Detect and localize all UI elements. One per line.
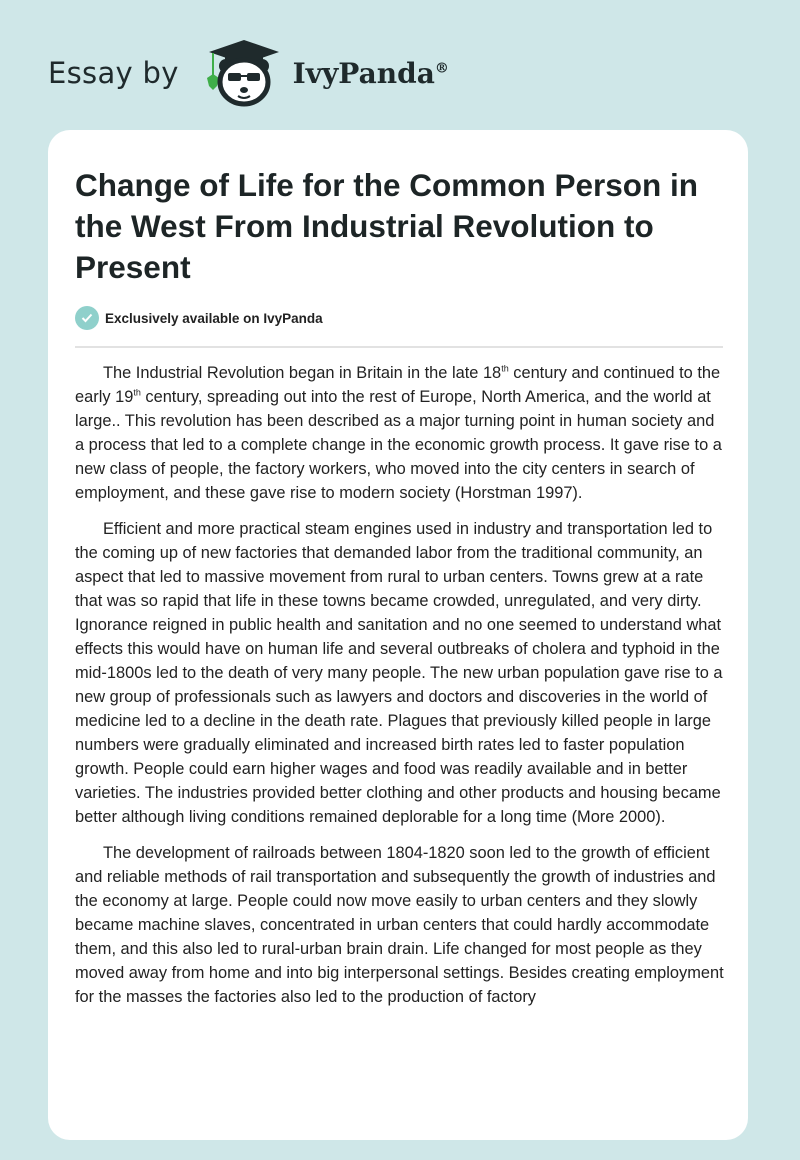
paragraph: The Industrial Revolution began in Brita… <box>75 363 722 502</box>
badge-text: Exclusively available on IvyPanda <box>105 310 323 326</box>
essay-body: The Industrial Revolution began in Brita… <box>75 361 727 1021</box>
exclusive-badge: Exclusively available on IvyPanda <box>75 306 323 330</box>
brand-name[interactable]: IvyPanda® <box>292 56 449 90</box>
essay-title: Change of Life for the Common Person in … <box>75 167 699 285</box>
essay-by-label: Essay by <box>48 56 179 90</box>
paragraph: Efficient and more practical steam engin… <box>75 520 723 826</box>
paragraph: The development of railroads between 180… <box>75 844 724 1006</box>
site-header: Essay by IvyPanda® <box>48 38 449 108</box>
divider <box>75 346 723 348</box>
panda-graduate-logo-icon[interactable] <box>201 38 287 108</box>
essay-card: Change of Life for the Common Person in … <box>48 130 748 1140</box>
check-circle-icon <box>75 306 99 330</box>
